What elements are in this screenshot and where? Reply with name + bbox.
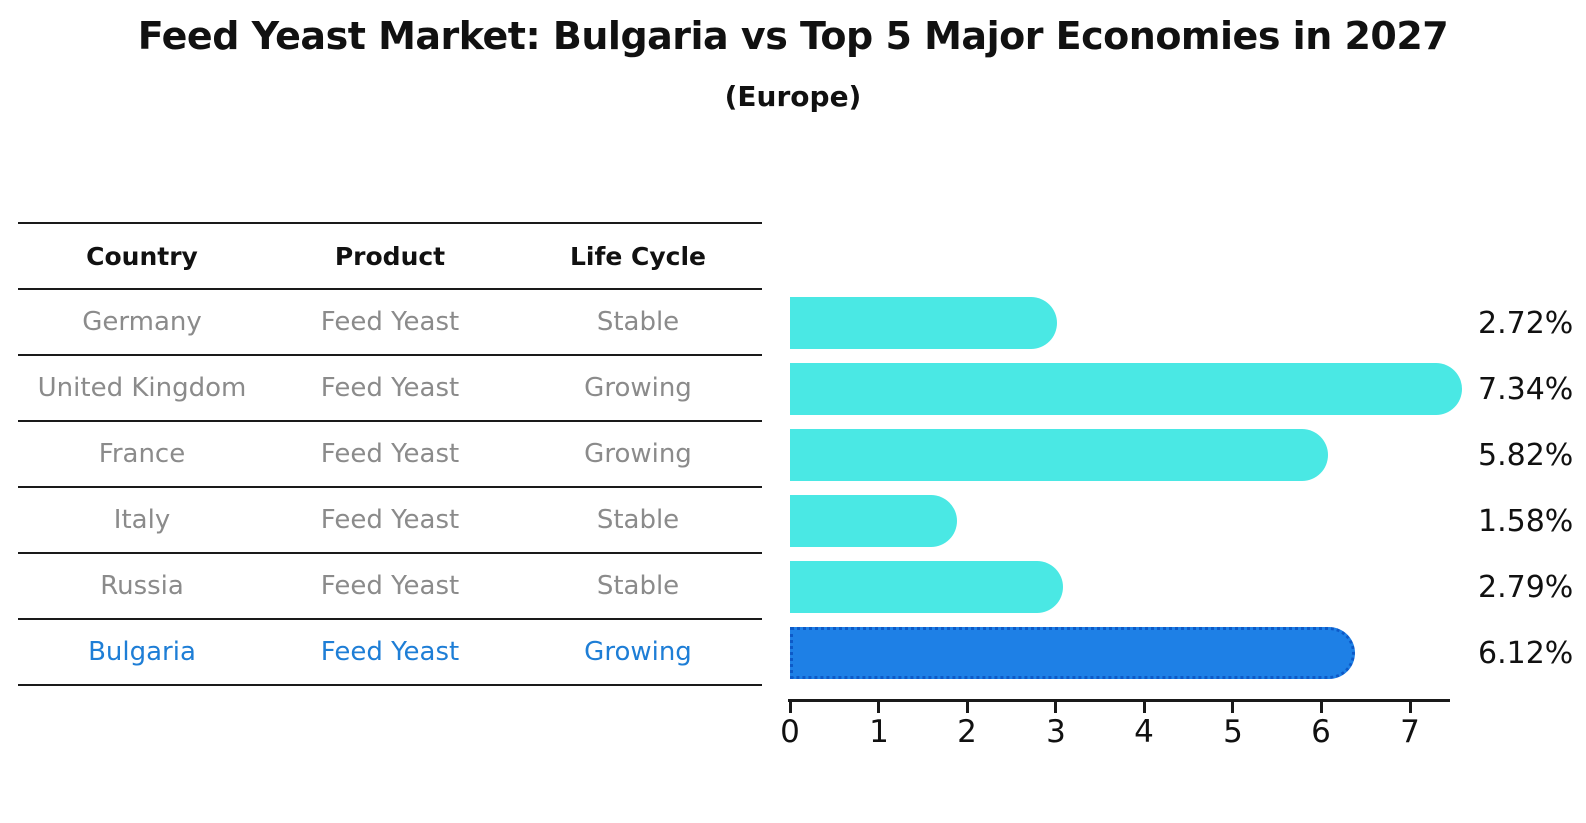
bar-germany: [790, 297, 1057, 349]
cell-life-cycle: Stable: [596, 307, 680, 337]
bar-row: [790, 554, 1470, 620]
cell-country: Russia: [100, 571, 184, 601]
table-row-russia: Russia Feed Yeast Stable: [18, 552, 762, 618]
value-label-russia: 2.79%: [1478, 569, 1574, 605]
x-axis-tick: [877, 702, 880, 713]
value-label-germany: 2.72%: [1478, 305, 1574, 341]
cell-country: France: [98, 439, 186, 469]
cell-country: Germany: [82, 307, 202, 337]
x-axis-tick-label: 6: [1311, 714, 1331, 750]
column-header-lifecycle: Life Cycle: [569, 241, 707, 271]
cell-product: Feed Yeast: [320, 505, 460, 535]
bar-row: [790, 488, 1470, 554]
x-axis-tick: [1143, 702, 1146, 713]
bar-row: [790, 290, 1470, 356]
x-axis-tick: [1320, 702, 1323, 713]
x-axis-tick-label: 5: [1223, 714, 1243, 750]
table-row-united-kingdom: United Kingdom Feed Yeast Growing: [18, 354, 762, 420]
chart-subtitle: (Europe): [724, 80, 862, 113]
column-header-country: Country: [86, 241, 198, 271]
country-table: Country Product Life Cycle Germany Feed …: [18, 222, 762, 686]
cell-product: Feed Yeast: [320, 439, 460, 469]
table-row-germany: Germany Feed Yeast Stable: [18, 288, 762, 354]
cell-product: Feed Yeast: [320, 637, 460, 667]
cell-life-cycle: Growing: [584, 373, 692, 403]
x-axis-tick-label: 7: [1400, 714, 1420, 750]
cell-product: Feed Yeast: [320, 307, 460, 337]
x-axis-tick-label: 0: [780, 714, 800, 750]
table-header-row: Country Product Life Cycle: [18, 222, 762, 288]
value-label-column: 2.72% 7.34% 5.82% 1.58% 2.79% 6.12%: [1478, 290, 1586, 686]
table-row-france: France Feed Yeast Growing: [18, 420, 762, 486]
x-axis-tick: [789, 702, 792, 713]
bar-france: [790, 429, 1328, 481]
x-axis-line: [788, 699, 1450, 702]
value-label-italy: 1.58%: [1478, 503, 1574, 539]
bar-russia: [790, 561, 1063, 613]
x-axis-tick-label: 2: [957, 714, 977, 750]
cell-country: Italy: [113, 505, 171, 535]
x-axis-tick: [966, 702, 969, 713]
x-axis-tick: [1231, 702, 1234, 713]
bar-italy: [790, 495, 957, 547]
cell-product: Feed Yeast: [320, 571, 460, 601]
bar-chart-plot-area: [790, 290, 1470, 686]
bar-bulgaria-highlighted: [790, 627, 1355, 679]
cell-country: United Kingdom: [37, 373, 247, 403]
cell-life-cycle: Stable: [596, 505, 680, 535]
x-axis-tick-label: 3: [1046, 714, 1066, 750]
value-label-france: 5.82%: [1478, 437, 1574, 473]
value-label-united-kingdom: 7.34%: [1478, 371, 1574, 407]
cell-life-cycle: Growing: [584, 637, 692, 667]
column-header-product: Product: [334, 241, 446, 271]
chart-title: Feed Yeast Market: Bulgaria vs Top 5 Maj…: [137, 14, 1449, 58]
x-axis-tick-label: 4: [1134, 714, 1154, 750]
cell-life-cycle: Stable: [596, 571, 680, 601]
x-axis-tick-label: 1: [869, 714, 889, 750]
bar-united-kingdom: [790, 363, 1462, 415]
bar-row: [790, 422, 1470, 488]
table-row-italy: Italy Feed Yeast Stable: [18, 486, 762, 552]
value-label-bulgaria: 6.12%: [1478, 635, 1574, 671]
x-axis-tick: [1054, 702, 1057, 713]
table-row-bulgaria-highlighted: Bulgaria Feed Yeast Growing: [18, 618, 762, 684]
cell-product: Feed Yeast: [320, 373, 460, 403]
cell-country: Bulgaria: [88, 637, 196, 667]
x-axis-tick: [1409, 702, 1412, 713]
cell-life-cycle: Growing: [584, 439, 692, 469]
bar-row: [790, 356, 1470, 422]
bar-row: [790, 620, 1470, 686]
